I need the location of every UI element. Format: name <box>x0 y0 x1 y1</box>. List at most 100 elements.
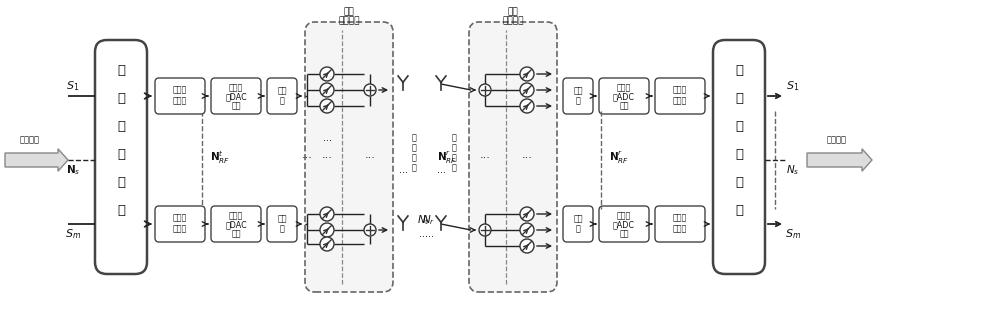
Text: 芯片: 芯片 <box>619 230 629 239</box>
FancyBboxPatch shape <box>713 40 765 274</box>
Circle shape <box>520 239 534 253</box>
Text: 字: 字 <box>117 91 125 105</box>
Text: $N_t$: $N_t$ <box>417 213 429 227</box>
Text: 天: 天 <box>452 154 456 163</box>
Text: 接收量: 接收量 <box>673 85 687 95</box>
Text: 率DAC: 率DAC <box>225 93 247 101</box>
Text: ...: ... <box>322 133 332 143</box>
FancyBboxPatch shape <box>155 206 205 242</box>
Circle shape <box>520 223 534 237</box>
Text: 器: 器 <box>117 203 125 216</box>
Text: ...: ... <box>522 150 532 160</box>
Text: $\mathbf{N}_{RF}^r$: $\mathbf{N}_{RF}^r$ <box>437 150 457 166</box>
Text: 发送量: 发送量 <box>173 214 187 223</box>
FancyBboxPatch shape <box>305 22 393 292</box>
Text: 率DAC: 率DAC <box>225 220 247 230</box>
Text: ...: ... <box>398 165 408 175</box>
Text: $S_m$: $S_m$ <box>785 227 801 241</box>
Circle shape <box>320 237 334 251</box>
Text: 接: 接 <box>452 133 456 143</box>
Text: $\mathbf{N}_{RF}^r$: $\mathbf{N}_{RF}^r$ <box>609 150 629 166</box>
Text: ...: ... <box>418 229 428 239</box>
Polygon shape <box>807 149 872 171</box>
FancyBboxPatch shape <box>563 78 593 114</box>
Circle shape <box>479 84 491 96</box>
Text: 芯片: 芯片 <box>231 101 241 111</box>
Text: 化模块: 化模块 <box>173 225 187 234</box>
Text: ...: ... <box>302 150 312 160</box>
Text: $S_1$: $S_1$ <box>786 79 800 93</box>
Text: 化模块: 化模块 <box>673 225 687 234</box>
FancyBboxPatch shape <box>155 78 205 114</box>
Text: 合并模块: 合并模块 <box>502 17 524 25</box>
Text: 预: 预 <box>117 120 125 133</box>
Text: ...: ... <box>436 165 446 175</box>
Text: 射频: 射频 <box>573 214 583 224</box>
Text: 率ADC: 率ADC <box>613 93 635 101</box>
FancyBboxPatch shape <box>211 206 261 242</box>
Text: ...: ... <box>480 150 490 160</box>
Text: 预编码器: 预编码器 <box>338 17 360 25</box>
Text: $N_r$: $N_r$ <box>422 213 436 227</box>
FancyBboxPatch shape <box>599 206 649 242</box>
FancyBboxPatch shape <box>599 78 649 114</box>
Text: $\mathbf{N}_s$: $\mathbf{N}_s$ <box>66 163 80 177</box>
Circle shape <box>520 207 534 221</box>
Text: 链: 链 <box>576 225 580 234</box>
Circle shape <box>479 224 491 236</box>
Text: 低分辨: 低分辨 <box>229 212 243 220</box>
Text: $S_1$: $S_1$ <box>66 79 80 93</box>
Text: 数: 数 <box>117 63 125 77</box>
Text: 化模块: 化模块 <box>673 96 687 106</box>
Text: 射: 射 <box>412 143 416 153</box>
Text: 率ADC: 率ADC <box>613 220 635 230</box>
Text: 收: 收 <box>452 143 456 153</box>
Text: 射频: 射频 <box>573 86 583 95</box>
FancyBboxPatch shape <box>267 206 297 242</box>
Text: 发: 发 <box>412 133 416 143</box>
Text: 模拟: 模拟 <box>344 8 354 17</box>
Text: 线: 线 <box>452 164 456 172</box>
Text: 块: 块 <box>735 203 743 216</box>
Text: 射频: 射频 <box>277 86 287 95</box>
Circle shape <box>520 67 534 81</box>
Text: $N_s$: $N_s$ <box>786 163 800 177</box>
Text: 链: 链 <box>576 96 580 106</box>
Text: 合: 合 <box>735 120 743 133</box>
Text: 链: 链 <box>280 225 284 234</box>
Text: 数: 数 <box>735 63 743 77</box>
Polygon shape <box>5 149 68 171</box>
Text: 模拟: 模拟 <box>508 8 518 17</box>
Text: 并: 并 <box>735 148 743 160</box>
Text: 发送量: 发送量 <box>173 85 187 95</box>
Circle shape <box>320 207 334 221</box>
Circle shape <box>520 83 534 97</box>
Text: 接收量: 接收量 <box>673 214 687 223</box>
FancyBboxPatch shape <box>469 22 557 292</box>
Text: $\mathbf{N}_{RF}^t$: $\mathbf{N}_{RF}^t$ <box>210 149 230 166</box>
Text: 芯片: 芯片 <box>231 230 241 239</box>
Text: 低分辨: 低分辨 <box>617 212 631 220</box>
FancyBboxPatch shape <box>95 40 147 274</box>
Text: ...: ... <box>365 150 375 160</box>
Text: 化模块: 化模块 <box>173 96 187 106</box>
Text: 低分辨: 低分辨 <box>617 84 631 93</box>
FancyBboxPatch shape <box>211 78 261 114</box>
Text: $S_m$: $S_m$ <box>65 227 81 241</box>
Text: 链: 链 <box>280 96 284 106</box>
Circle shape <box>364 224 376 236</box>
Text: 射频: 射频 <box>277 214 287 224</box>
Circle shape <box>320 99 334 113</box>
Text: 模: 模 <box>735 176 743 188</box>
Circle shape <box>520 99 534 113</box>
Text: 字: 字 <box>735 91 743 105</box>
Circle shape <box>320 223 334 237</box>
Text: 天: 天 <box>412 154 416 163</box>
Text: 低分辨: 低分辨 <box>229 84 243 93</box>
FancyBboxPatch shape <box>655 206 705 242</box>
Circle shape <box>320 67 334 81</box>
Text: 芯片: 芯片 <box>619 101 629 111</box>
Text: 线: 线 <box>412 164 416 172</box>
FancyBboxPatch shape <box>563 206 593 242</box>
Text: 码: 码 <box>117 176 125 188</box>
